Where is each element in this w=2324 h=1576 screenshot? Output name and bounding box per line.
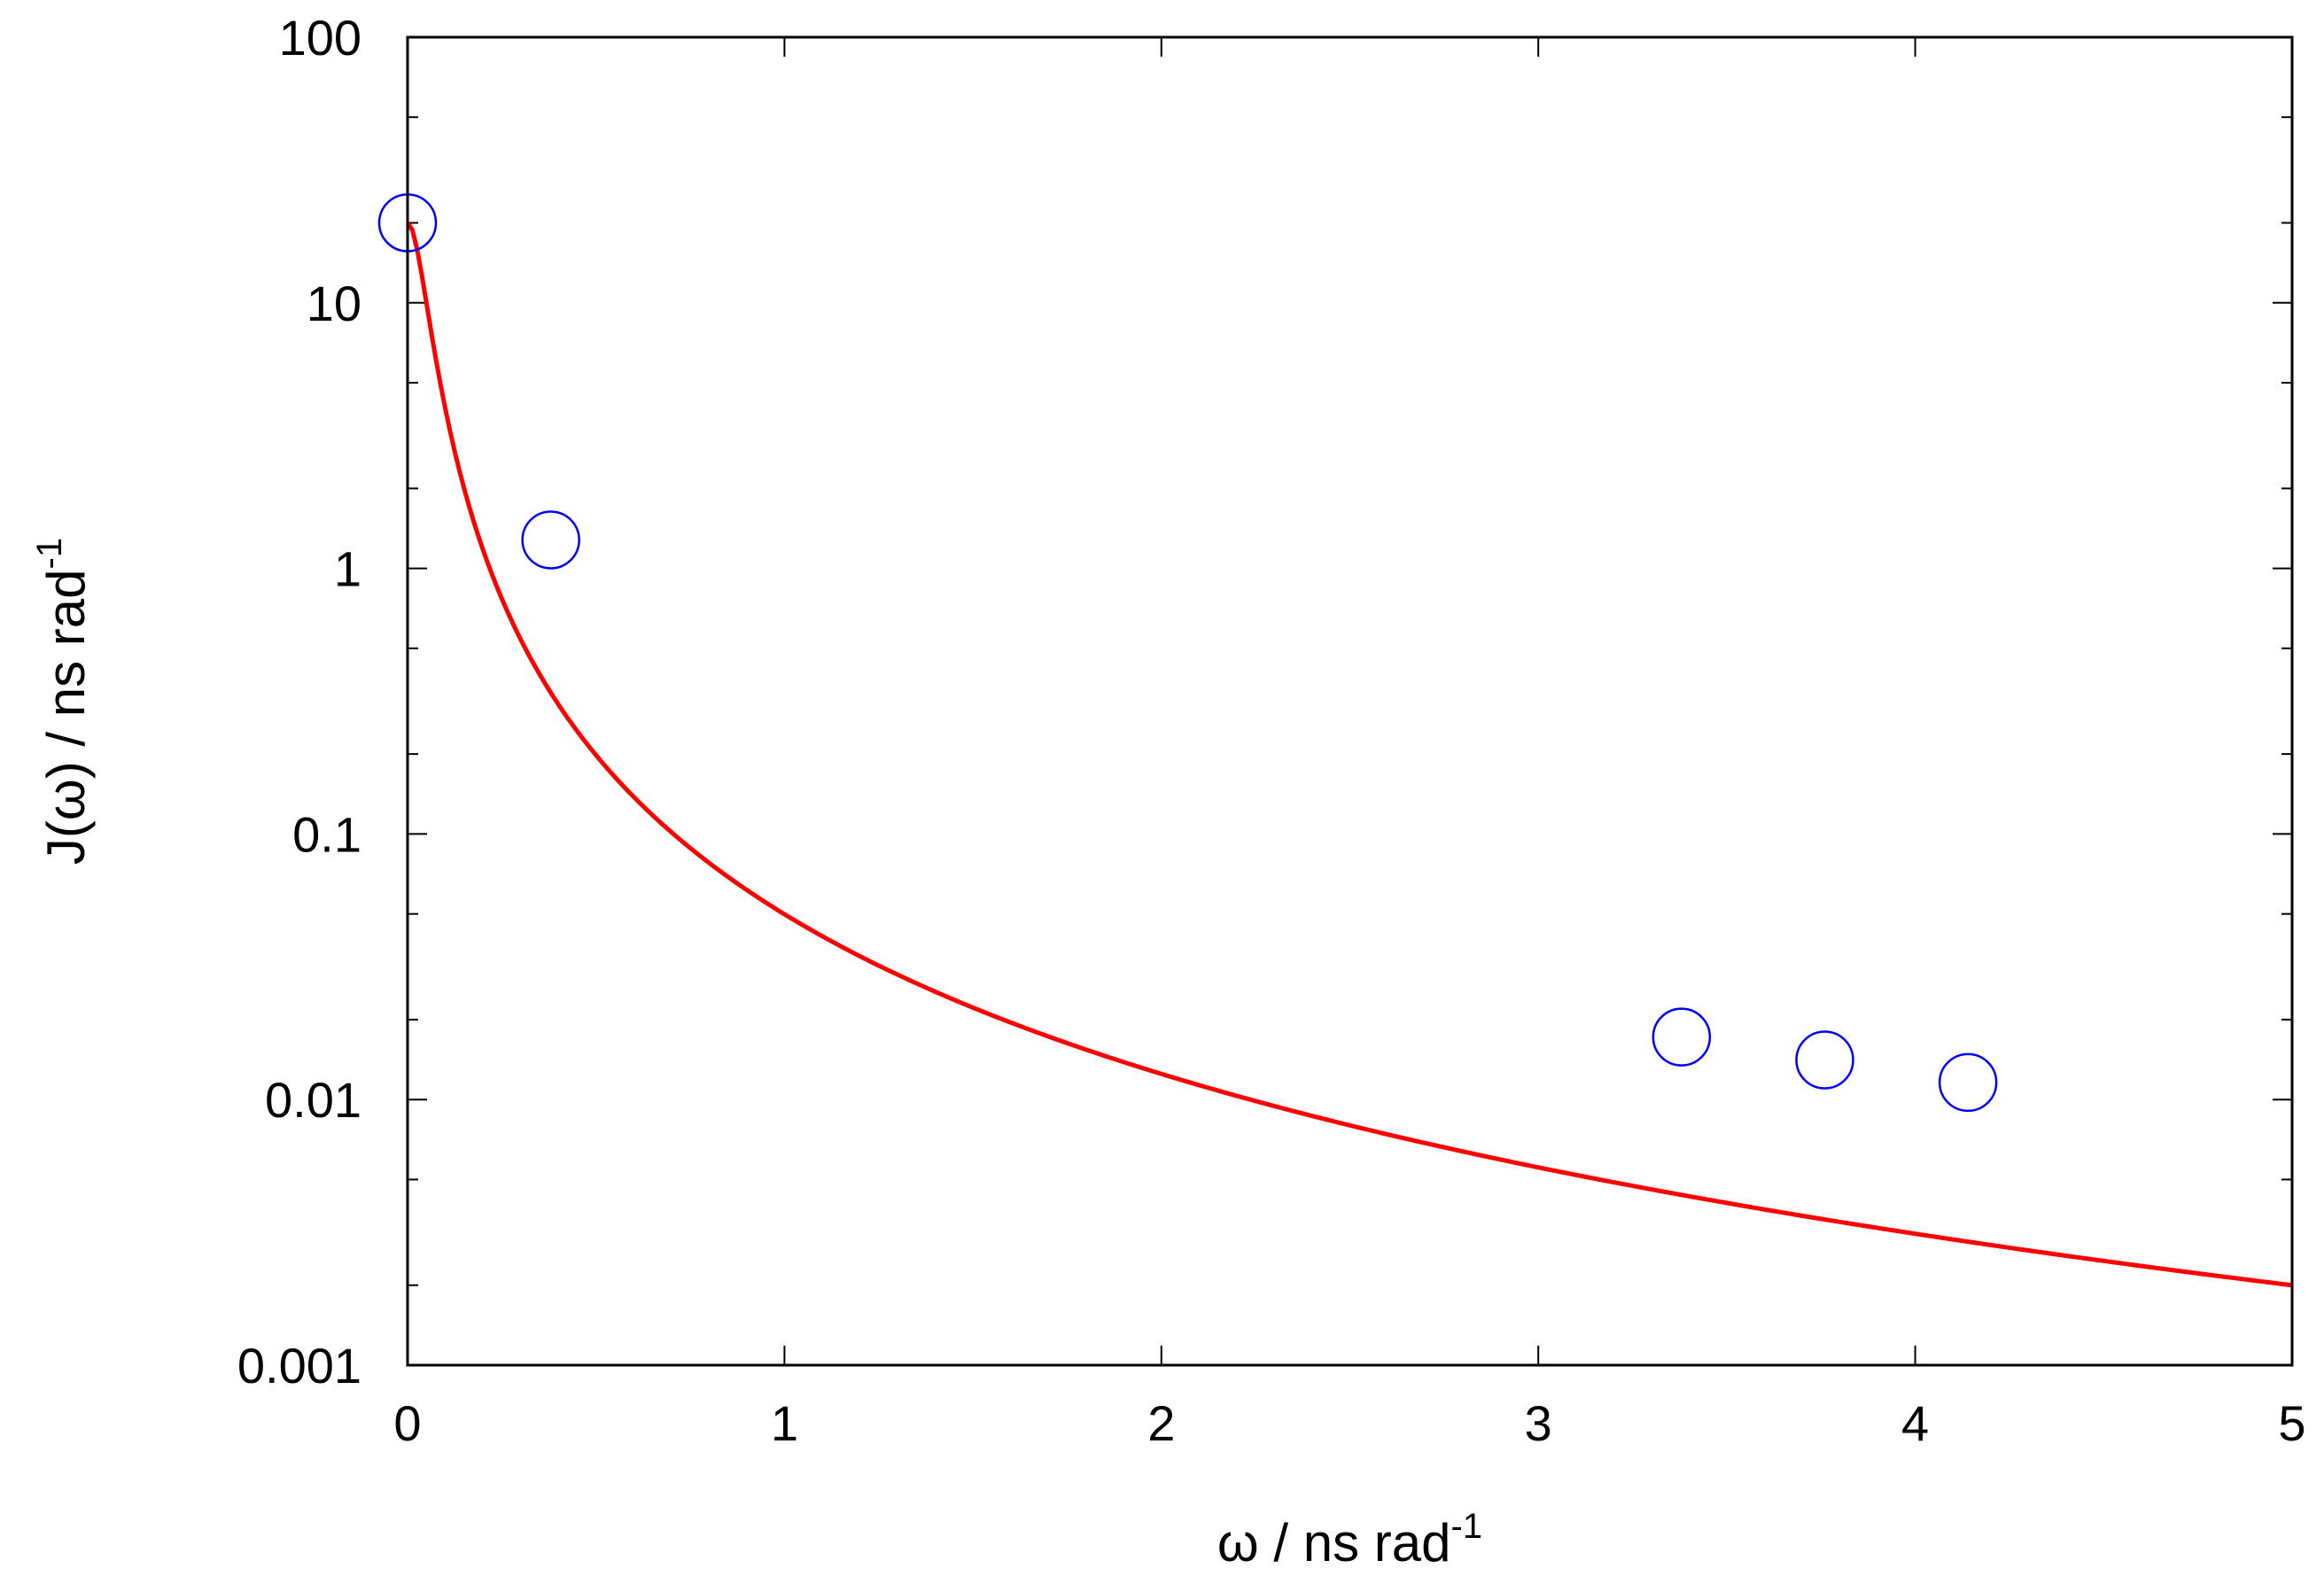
y-tick-label-1: 0.01	[265, 1072, 361, 1128]
y-tick-label-4: 10	[307, 276, 361, 331]
x-axis-label-superscript: -1	[1451, 1507, 1483, 1546]
fit-curve-layer	[405, 221, 2293, 1288]
y-axis-label-text: J(ω) / ns rad	[36, 570, 96, 866]
x-tick-label-0: 0	[393, 1395, 421, 1451]
fit-curve	[405, 221, 2293, 1288]
y-tick-label-3: 1	[334, 541, 361, 597]
y-tick-label-5: 100	[279, 10, 361, 66]
x-tick-label-2: 2	[1147, 1395, 1175, 1451]
x-axis-label: ω / ns rad-1	[1217, 1507, 1482, 1572]
data-point-2	[1652, 1007, 1712, 1067]
data-point-1	[521, 510, 580, 570]
y-axis-label: J(ω) / ns rad-1	[30, 538, 96, 865]
x-axis-label-text: ω / ns rad	[1217, 1513, 1451, 1572]
x-tick-label-4: 4	[1901, 1395, 1929, 1451]
y-axis-label-superscript: -1	[30, 538, 69, 570]
x-tick-label-1: 1	[771, 1395, 798, 1451]
tick-labels: 0 1 2 3 4 5 0.001 0.01 0.1 1 10 100	[237, 10, 2306, 1451]
plot-frame	[406, 35, 2294, 1367]
y-tick-label-0: 0.001	[237, 1338, 361, 1394]
y-tick-label-2: 0.1	[292, 806, 361, 862]
x-tick-label-3: 3	[1525, 1395, 1552, 1451]
x-tick-label-5: 5	[2278, 1395, 2305, 1451]
data-point-4	[1938, 1052, 1998, 1113]
data-point-3	[1795, 1030, 1854, 1090]
